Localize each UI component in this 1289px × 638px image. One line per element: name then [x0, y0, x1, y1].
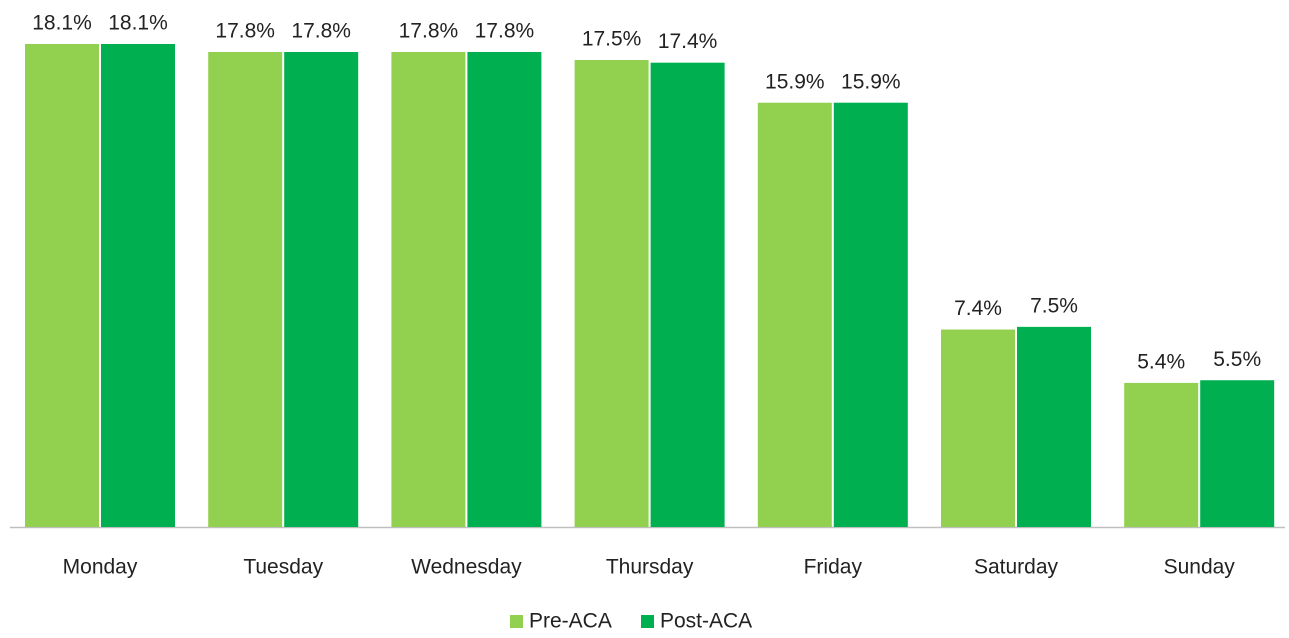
- data-label: 17.8%: [475, 20, 535, 43]
- data-label: 17.8%: [215, 20, 275, 43]
- bar: [208, 52, 283, 527]
- x-tick-label: Thursday: [606, 556, 694, 579]
- data-label: 15.9%: [841, 70, 901, 93]
- bar: [467, 52, 542, 527]
- bar: [574, 60, 649, 528]
- bar: [941, 329, 1015, 527]
- data-label: 5.4%: [1137, 350, 1185, 373]
- x-tick-label: Tuesday: [243, 556, 323, 579]
- bar: [25, 44, 99, 527]
- data-label: 18.1%: [108, 12, 168, 35]
- bar: [284, 52, 359, 527]
- data-label: 7.4%: [954, 297, 1002, 320]
- data-label: 5.5%: [1213, 348, 1261, 371]
- legend-label: Post-ACA: [660, 610, 752, 633]
- data-label: 17.5%: [582, 28, 642, 51]
- legend-swatch: [641, 615, 654, 628]
- bar: [650, 62, 725, 527]
- data-label: 15.9%: [765, 70, 825, 93]
- legend-swatch: [510, 615, 523, 628]
- bar: [101, 44, 175, 527]
- bar: [833, 102, 908, 527]
- bar: [1017, 326, 1091, 527]
- data-label: 7.5%: [1030, 294, 1078, 317]
- bar: [1124, 382, 1199, 527]
- data-label: 17.8%: [291, 20, 351, 43]
- x-tick-label: Friday: [804, 556, 863, 579]
- x-tick-label: Wednesday: [411, 556, 522, 579]
- bar: [391, 52, 466, 527]
- data-label: 17.8%: [399, 20, 459, 43]
- data-label: 18.1%: [32, 12, 92, 35]
- x-tick-label: Saturday: [974, 556, 1059, 579]
- bar: [757, 102, 832, 527]
- x-tick-label: Sunday: [1164, 556, 1236, 579]
- data-label: 17.4%: [658, 30, 718, 53]
- x-tick-label: Monday: [63, 556, 138, 579]
- bar: [1200, 380, 1275, 527]
- legend-label: Pre-ACA: [529, 610, 612, 633]
